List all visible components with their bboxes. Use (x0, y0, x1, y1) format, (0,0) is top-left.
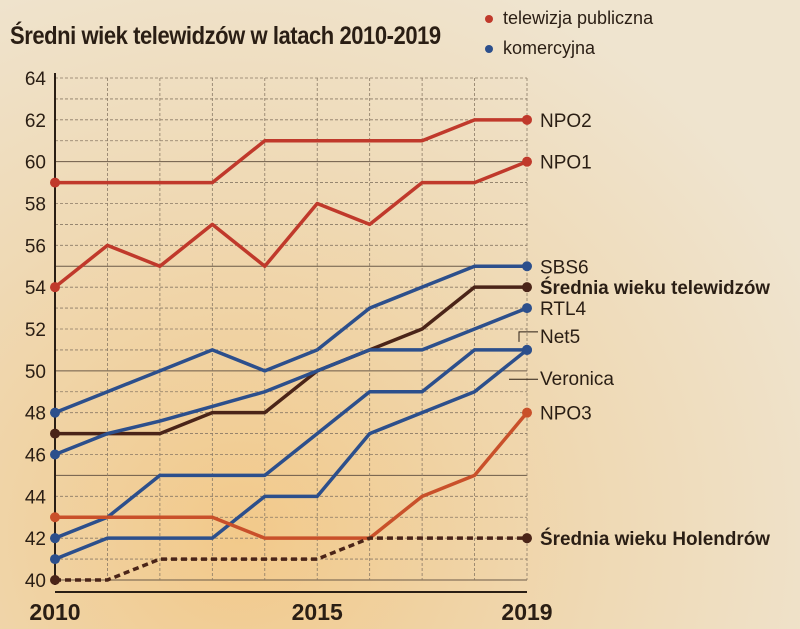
chart-title: Średni wiek telewidzów w latach 2010-201… (10, 22, 441, 50)
y-tick-label: 40 (25, 571, 46, 592)
series-end-point (522, 407, 532, 418)
y-tick-label: 54 (25, 278, 47, 299)
series-line-średnia-wieku-holendrów (55, 536, 527, 582)
legend-blue-dot-icon (485, 44, 493, 53)
y-tick-label: 42 (25, 529, 46, 550)
y-tick-label: 50 (25, 362, 46, 383)
series-label: NPO2 (540, 111, 592, 132)
series-start-point (50, 407, 60, 418)
x-tick-label: 2019 (501, 599, 552, 625)
series-line-rtl4 (54, 306, 528, 457)
series-line-npo1 (53, 160, 528, 289)
label-leader-net5 (518, 331, 538, 342)
series-start-point (50, 428, 60, 439)
series-end-point (522, 344, 532, 355)
legend-item-public: telewizja publiczna (485, 8, 653, 29)
x-tick-label: 2015 (292, 599, 343, 625)
y-tick-label: 58 (25, 195, 46, 216)
x-tick-label: 2010 (29, 599, 80, 625)
series-label: NPO3 (540, 404, 592, 425)
series-start-point (50, 512, 60, 523)
series-start-point (50, 554, 60, 565)
y-tick-label: 62 (25, 111, 46, 132)
y-tick-label: 56 (25, 236, 46, 257)
legend-label: komercyjna (503, 38, 596, 58)
series-line-sbs6 (54, 264, 527, 415)
series-line-średnia-wieku-telewidzów (55, 285, 527, 436)
series-end-point (522, 156, 532, 167)
series-label: Veronica (540, 369, 614, 390)
series-label: Net5 (540, 327, 580, 348)
y-tick-label: 64 (25, 69, 47, 90)
legend-item-commercial: komercyjna (485, 38, 595, 59)
legend-label: telewizja publiczna (503, 8, 654, 28)
series-end-point (522, 533, 532, 544)
series-start-point (50, 282, 60, 293)
series-line-npo3 (55, 411, 529, 540)
series-label: Średnia wieku telewidzów (540, 277, 770, 299)
y-tick-label: 46 (25, 446, 46, 467)
series-start-point (50, 533, 60, 544)
series-end-point (522, 303, 532, 314)
y-tick-label: 44 (25, 487, 47, 508)
series-label: Średnia wieku Holendrów (540, 528, 770, 550)
series-line-veronica (54, 348, 529, 561)
series-end-point (522, 114, 532, 125)
series-start-point (50, 449, 60, 460)
series-start-point (50, 575, 60, 585)
y-tick-label: 52 (25, 320, 46, 341)
series-line-npo2 (55, 118, 527, 185)
series-end-point (522, 261, 532, 272)
series-end-point (522, 282, 532, 293)
series-label: RTL4 (540, 299, 587, 320)
series-line-net5 (54, 348, 527, 540)
series-start-point (50, 177, 60, 188)
legend-red-dot-icon (485, 14, 493, 23)
series-label: NPO1 (540, 153, 592, 174)
y-tick-label: 48 (25, 404, 46, 425)
series-label: SBS6 (540, 257, 589, 278)
y-tick-label: 60 (25, 153, 46, 174)
